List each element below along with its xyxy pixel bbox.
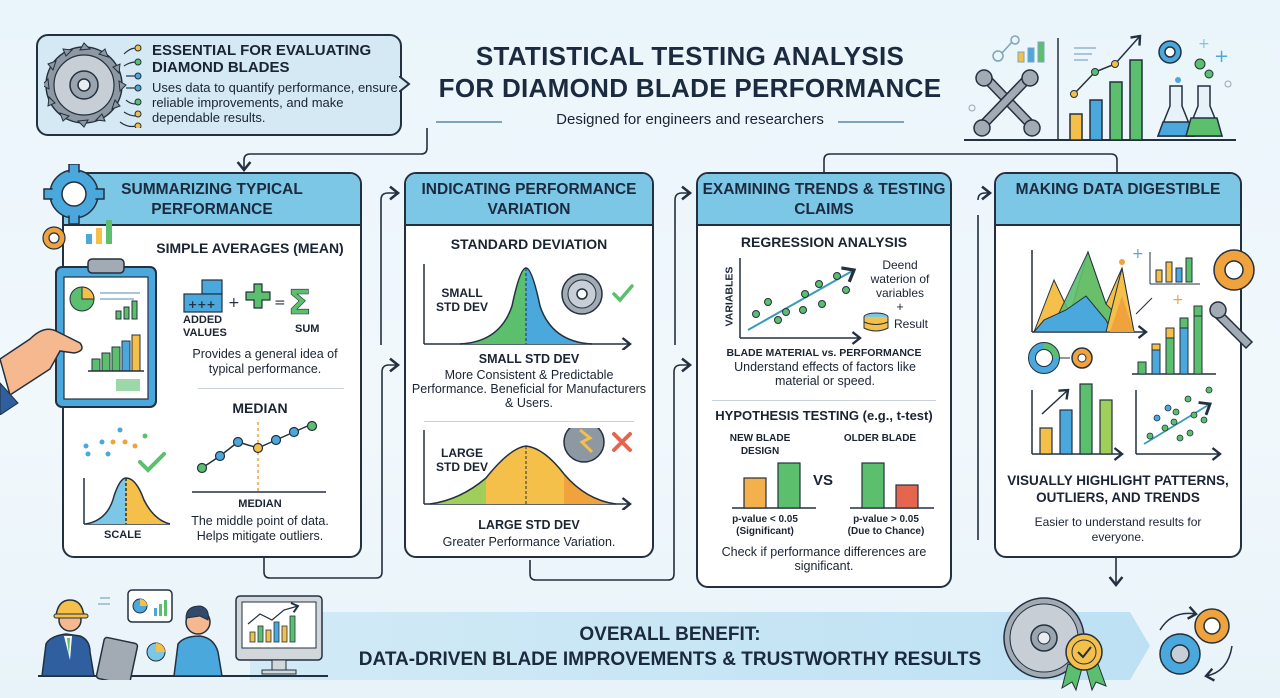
large-stddev-chart-label: LARGE STD DEV: [435, 446, 488, 474]
p-value-text: p-value < 0.05: [732, 514, 798, 525]
digestible-heading: VISUALLY HIGHLIGHT PATTERNS, OUTLIERS, A…: [1007, 473, 1229, 505]
scale-label: SCALE: [104, 529, 142, 541]
median-line-chart: [192, 420, 326, 493]
regression-description: Understand effects of factors like mater…: [734, 360, 916, 388]
large-stddev-caption: LARGE STD DEV: [478, 518, 580, 532]
svg-text:=: =: [274, 295, 286, 311]
svg-text:+++: +++: [188, 298, 216, 311]
large-stddev-chart: [423, 428, 632, 510]
subtitle-rule-right: [838, 121, 904, 123]
title-line-1: STATISTICAL TESTING ANALYSIS: [475, 41, 905, 71]
small-stddev-caption: SMALL STD DEV: [478, 352, 580, 366]
clipboard-illustration: [0, 258, 157, 415]
regression-scatter-chart: [739, 258, 862, 345]
intro-body: Uses data to quantify performance, ensur…: [152, 80, 398, 125]
title-line-2: FOR DIAMOND BLADE PERFORMANCE: [438, 73, 942, 103]
result-label: Result: [894, 317, 929, 331]
hypothesis-bar-charts: [732, 462, 934, 509]
small-stddev-chart-label: SMALL STD DEV: [435, 286, 488, 314]
mean-description: Provides a general idea of typical perfo…: [192, 347, 338, 376]
small-stddev-chart: [423, 264, 634, 350]
gear-wrench-icon: [1209, 249, 1255, 350]
panel-header: INDICATING PERFORMANCE VARIATION: [406, 174, 652, 226]
median-heading: MEDIAN: [232, 400, 288, 416]
banner-line-2: DATA-DRIVEN BLADE IMPROVEMENTS & TRUSTWO…: [358, 649, 982, 670]
svg-text:+: +: [1132, 246, 1144, 262]
hypothesis-description: Check if performance differences are sig…: [721, 545, 927, 573]
gears-icon: [42, 164, 112, 250]
banner-line-1: OVERALL BENEFIT:: [579, 624, 761, 645]
subtitle: Designed for engineers and researchers: [556, 111, 824, 128]
older-blade-label: OLDER BLADE: [843, 433, 917, 444]
panel-trends: EXAMINING TRENDS & TESTING CLAIMS: [696, 172, 952, 588]
regression-heading: REGRESSION ANALYSIS: [740, 234, 908, 250]
median-description: The middle point of data. Helps mitigate…: [191, 514, 329, 543]
panel-header: EXAMINING TRENDS & TESTING CLAIMS: [698, 174, 950, 226]
p-value-note: (Due to Chance): [847, 526, 925, 537]
gear-icon: [1158, 40, 1182, 64]
scale-distribution-chart: [83, 427, 171, 525]
regression-y-axis-label: VARIABLES: [723, 266, 736, 327]
chance-p-value: p-value > 0.05 (Due to Chance): [836, 514, 936, 538]
digestible-description: Easier to understand results for everyon…: [1034, 515, 1202, 544]
sum-equation-icon: +++ + = Σ: [183, 279, 312, 320]
sum-label: SUM: [295, 323, 320, 335]
significant-p-value: p-value < 0.05 (Significant): [720, 514, 810, 538]
median-chart-label: MEDIAN: [238, 498, 282, 510]
svg-text:+: +: [228, 295, 240, 311]
regression-side-text: Deend waterion of variables: [870, 258, 930, 300]
p-value-text: p-value > 0.05: [853, 514, 919, 525]
svg-text:+: +: [1214, 46, 1229, 67]
intro-title: ESSENTIAL FOR EVALUATING DIAMOND BLADES: [152, 42, 372, 76]
divider: [424, 421, 634, 422]
panel-header: MAKING DATA DIGESTIBLE: [996, 174, 1240, 226]
divider: [198, 388, 344, 389]
svg-text:+: +: [1198, 36, 1210, 52]
svg-text:Σ: Σ: [288, 283, 311, 320]
large-stddev-description: Greater Performance Variation.: [442, 535, 616, 549]
flask-icon: [1156, 85, 1224, 137]
overall-benefit-text: OVERALL BENEFIT: DATA-DRIVEN BLADE IMPRO…: [300, 622, 1040, 672]
panel-header: SUMMARIZING TYPICAL PERFORMANCE: [64, 174, 360, 226]
added-values-label: ADDED VALUES: [183, 314, 227, 339]
certified-blade-and-gears-icon: [1003, 597, 1233, 692]
visualization-charts-illustration: + +: [1028, 246, 1222, 461]
tools-and-lab-illustration: + +: [964, 34, 1236, 141]
engineers-illustration: [38, 589, 328, 680]
p-value-note: (Significant): [736, 526, 794, 537]
hypothesis-heading: HYPOTHESIS TESTING (e.g., t-test): [715, 408, 933, 423]
plus-sign: +: [896, 300, 904, 314]
wrench-icon: [973, 69, 1041, 137]
mean-heading: SIMPLE AVERAGES (MEAN): [156, 240, 344, 256]
regression-caption: BLADE MATERIAL vs. PERFORMANCE: [726, 347, 922, 359]
saw-blade-icon: [44, 42, 142, 128]
speech-tail-icon: [399, 76, 411, 92]
new-blade-label: NEW BLADE DESIGN: [729, 433, 791, 457]
database-icon: [863, 312, 889, 332]
small-stddev-description: More Consistent & Predictable Performanc…: [411, 368, 647, 410]
page-title: STATISTICAL TESTING ANALYSIS FOR DIAMOND…: [420, 40, 960, 104]
benefit-banner-arrow: [250, 612, 1150, 680]
divider: [712, 400, 936, 401]
svg-text:+: +: [1172, 292, 1184, 308]
stddev-heading: STANDARD DEVIATION: [450, 236, 608, 252]
vs-label: VS: [812, 472, 833, 489]
subtitle-rule-left: [436, 121, 502, 123]
